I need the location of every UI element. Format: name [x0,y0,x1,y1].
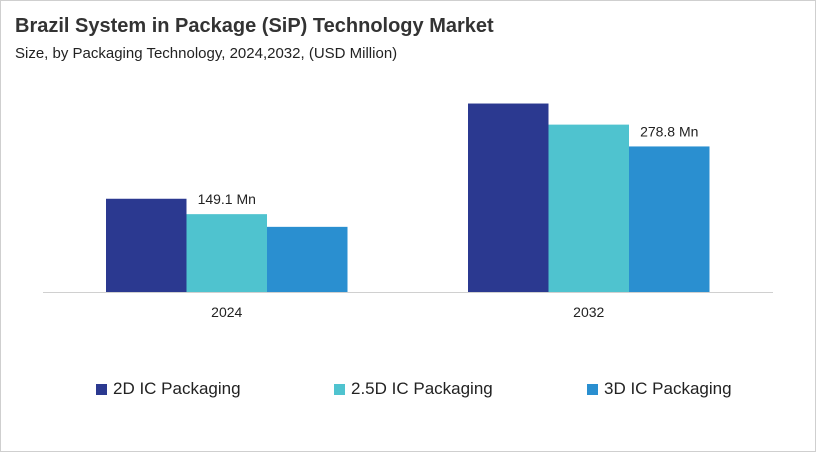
bar-2024-2 [267,226,348,292]
x-tick-label: 2032 [573,304,604,320]
chart-subtitle: Size, by Packaging Technology, 2024,2032… [15,45,398,62]
legend-swatch [96,383,107,395]
data-label: 278.8 Mn [640,123,698,139]
legend-item-3d: 3D IC Packaging [587,379,732,399]
legend-swatch [334,383,345,395]
bar-2032-1 [548,124,629,292]
legend-item-2-5d: 2.5D IC Packaging [334,379,493,399]
bar-2024-1 [186,214,267,292]
data-label: 149.1 Mn [198,191,256,207]
legend-swatch [587,383,598,395]
bar-2032-0 [468,103,549,292]
chart-title: Brazil System in Package (SiP) Technolog… [15,15,494,37]
legend-label: 3D IC Packaging [604,379,732,398]
bar-2032-2 [629,146,710,292]
legend-label: 2.5D IC Packaging [351,379,493,398]
legend-item-2d: 2D IC Packaging [96,379,241,399]
bar-2024-0 [106,198,187,292]
legend-label: 2D IC Packaging [113,379,241,398]
x-tick-label: 2024 [211,304,242,320]
